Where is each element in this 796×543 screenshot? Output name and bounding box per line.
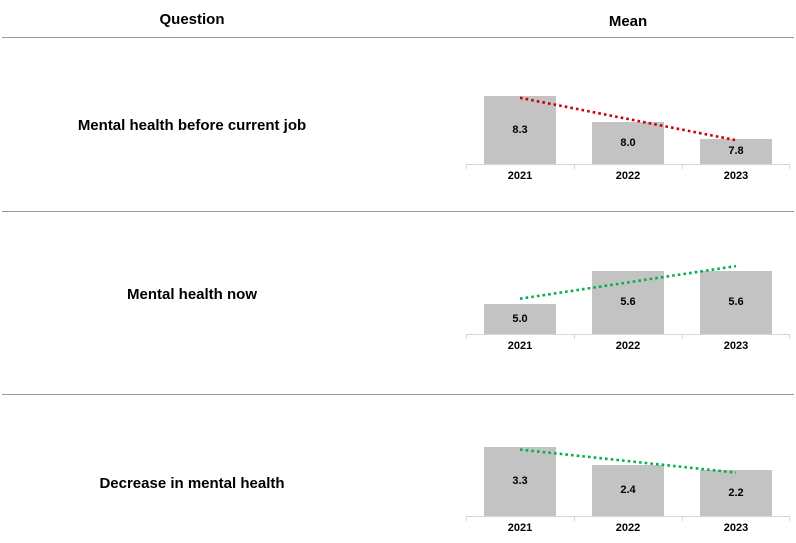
question-label: Decrease in mental health xyxy=(99,475,285,492)
bar-chart-decrease-mental-health: 3.3 2.4 2.2 2021 2022 2023 xyxy=(466,421,790,534)
x-axis-label: 2021 xyxy=(507,339,533,352)
bar-value-label: 5.6 xyxy=(620,296,636,309)
x-axis-label: 2021 xyxy=(507,521,533,534)
trendline xyxy=(519,96,737,142)
bar-2021: 5.0 xyxy=(484,303,556,334)
bar-2021: 8.3 xyxy=(484,96,556,164)
axis-tick xyxy=(574,334,575,339)
plot-area: 5.0 5.6 5.6 xyxy=(466,239,790,334)
axis-tick xyxy=(574,165,575,169)
table-header: Question Mean xyxy=(2,0,794,38)
bar-chart-mental-health-now: 5.0 5.6 5.6 2021 2022 2023 xyxy=(466,239,790,352)
column-header-mean: Mean xyxy=(608,13,648,30)
axis-tick xyxy=(466,516,467,521)
x-axis-labels: 2021 2022 2023 xyxy=(466,340,790,352)
x-axis-label: 2022 xyxy=(615,339,641,352)
x-axis-label: 2023 xyxy=(723,170,749,182)
x-axis-label: 2023 xyxy=(723,339,749,352)
table-row: Mental health now 5.0 5.6 5.6 2021 2022 … xyxy=(2,212,794,395)
x-axis-labels: 2021 2022 2023 xyxy=(466,170,790,182)
question-label: Mental health before current job xyxy=(77,116,307,134)
bar-value-label: 5.6 xyxy=(728,296,744,309)
bar-2022: 8.0 xyxy=(592,121,664,164)
bar-value-label: 5.0 xyxy=(512,312,528,325)
axis-tick xyxy=(682,165,683,169)
bar-2023: 5.6 xyxy=(700,271,772,334)
bar-value-label: 7.8 xyxy=(728,145,744,158)
axis-tick xyxy=(466,334,467,339)
x-axis xyxy=(466,333,790,339)
bar-value-label: 8.3 xyxy=(512,124,528,137)
x-axis-label: 2023 xyxy=(723,521,749,534)
bar-value-label: 2.2 xyxy=(728,486,744,499)
column-header-question: Question xyxy=(159,10,225,28)
question-label: Mental health now xyxy=(126,286,257,303)
bar-2023: 7.8 xyxy=(700,138,772,164)
x-axis-label: 2021 xyxy=(507,170,533,182)
bar-2022: 5.6 xyxy=(592,271,664,334)
bar-2021: 3.3 xyxy=(484,446,556,516)
table-row: Mental health before current job 8.3 8.0… xyxy=(2,38,794,212)
axis-tick xyxy=(789,165,790,169)
bar-2022: 2.4 xyxy=(592,465,664,516)
table-row: Decrease in mental health 3.3 2.4 2.2 20… xyxy=(2,395,794,543)
axis-tick xyxy=(789,516,790,521)
x-axis xyxy=(466,515,790,521)
axis-tick xyxy=(682,334,683,339)
x-axis-label: 2022 xyxy=(615,521,641,534)
bar-value-label: 3.3 xyxy=(512,475,528,488)
x-axis-label: 2022 xyxy=(615,170,641,182)
plot-area: 3.3 2.4 2.2 xyxy=(466,421,790,516)
trendline xyxy=(519,264,737,300)
bar-chart-mental-health-before: 8.3 8.0 7.8 2021 2022 2023 xyxy=(466,69,790,182)
axis-tick xyxy=(466,165,467,169)
x-axis xyxy=(466,164,790,169)
axis-tick xyxy=(682,516,683,521)
axis-tick xyxy=(789,334,790,339)
x-axis-labels: 2021 2022 2023 xyxy=(466,522,790,534)
plot-area: 8.3 8.0 7.8 xyxy=(466,69,790,164)
trendline xyxy=(519,447,737,474)
bar-value-label: 8.0 xyxy=(620,136,636,149)
bar-2023: 2.2 xyxy=(700,469,772,516)
bar-value-label: 2.4 xyxy=(620,484,636,497)
axis-tick xyxy=(574,516,575,521)
